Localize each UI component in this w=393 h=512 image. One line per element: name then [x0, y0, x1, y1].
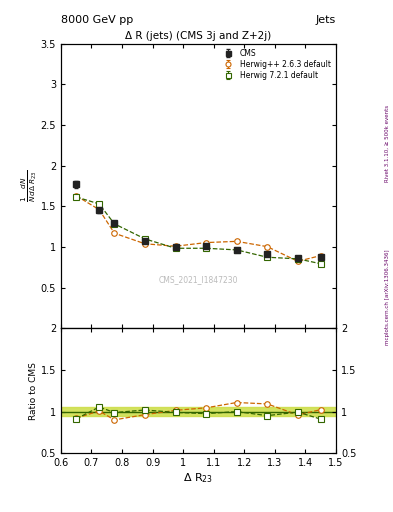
- Text: Rivet 3.1.10, ≥ 500k events: Rivet 3.1.10, ≥ 500k events: [385, 105, 389, 182]
- Title: Δ R (jets) (CMS 3j and Z+2j): Δ R (jets) (CMS 3j and Z+2j): [125, 31, 272, 41]
- Text: 8000 GeV pp: 8000 GeV pp: [61, 14, 133, 25]
- Y-axis label: Ratio to CMS: Ratio to CMS: [29, 362, 38, 420]
- X-axis label: Δ R$_{23}$: Δ R$_{23}$: [184, 471, 213, 484]
- Y-axis label: $\frac{1}{N}\frac{dN}{d\Delta\ R_{23}}$: $\frac{1}{N}\frac{dN}{d\Delta\ R_{23}}$: [19, 170, 39, 202]
- Bar: [61, 408, 336, 416]
- Text: Jets: Jets: [316, 14, 336, 25]
- Text: CMS_2021_I1847230: CMS_2021_I1847230: [159, 275, 238, 285]
- Legend: CMS, Herwig++ 2.6.3 default, Herwig 7.2.1 default: CMS, Herwig++ 2.6.3 default, Herwig 7.2.…: [218, 47, 332, 81]
- Text: mcplots.cern.ch [arXiv:1306.3436]: mcplots.cern.ch [arXiv:1306.3436]: [385, 249, 389, 345]
